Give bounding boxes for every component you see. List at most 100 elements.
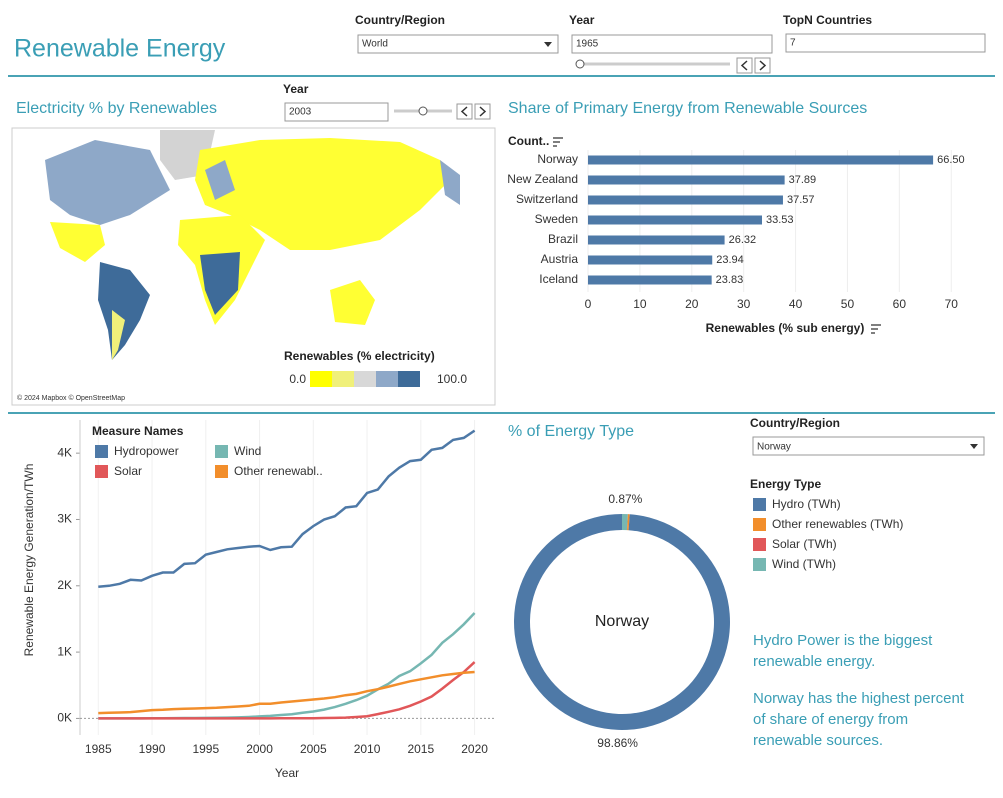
prev-icon [740, 60, 748, 71]
input-value: 1965 [576, 39, 599, 50]
x-tick-label: 2015 [407, 742, 434, 756]
dropdown-value: Norway [757, 442, 791, 453]
x-axis-label: Year [275, 766, 299, 780]
input-value: 7 [790, 38, 796, 49]
x-tick-label: 2020 [461, 742, 488, 756]
legend-swatch [310, 371, 332, 387]
dropdown-value: World [362, 39, 388, 50]
next-button[interactable] [474, 103, 491, 120]
x-axis-label: Renewables (% sub energy) [706, 321, 865, 335]
prev-icon [460, 106, 468, 117]
dropdown[interactable] [357, 34, 559, 54]
annotation: renewable energy. [753, 653, 875, 670]
category-label: Brazil [548, 232, 578, 246]
legend-swatch [753, 538, 766, 551]
x-tick-label: 1995 [192, 742, 219, 756]
annotation: Hydro Power is the biggest [753, 632, 933, 649]
slice-label: 0.87% [608, 492, 642, 506]
map-credit: © 2024 Mapbox © OpenStreetMap [17, 394, 125, 402]
legend-label: Solar [114, 464, 142, 478]
category-label: Switzerland [516, 192, 578, 206]
x-tick-label: 1985 [85, 742, 112, 756]
line-series [98, 661, 476, 720]
legend-title: Energy Type [750, 477, 821, 491]
sort-icon [871, 324, 881, 334]
year-input[interactable] [284, 102, 389, 122]
value-label: 23.83 [716, 274, 744, 286]
y-tick-label: 3K [57, 512, 72, 526]
bar [588, 175, 785, 185]
legend-label: Solar (TWh) [772, 537, 837, 551]
legend-swatch [753, 558, 766, 571]
next-button[interactable] [754, 57, 771, 74]
value-label: 26.32 [729, 234, 757, 246]
legend-label: Other renewabl.. [234, 464, 323, 478]
bar [588, 195, 783, 205]
value-label: 37.57 [787, 194, 815, 206]
legend-swatch [398, 371, 420, 387]
y-tick-label: 4K [57, 445, 72, 459]
dropdown-arrow [970, 444, 978, 449]
section-title: Electricity % by Renewables [16, 100, 217, 117]
center-label: Norway [595, 613, 649, 630]
donut-slice [627, 514, 630, 531]
legend-label: Hydro (TWh) [772, 497, 841, 511]
slider-knob[interactable] [575, 59, 585, 69]
bar [588, 275, 712, 285]
legend-label: 100.0 [437, 372, 467, 386]
sort-icon [553, 137, 563, 147]
legend-label: Wind [234, 444, 261, 458]
input-value: 2003 [289, 107, 312, 118]
prev-button[interactable] [736, 57, 753, 74]
category-label: Sweden [535, 212, 578, 226]
y-tick-label: 0K [57, 711, 72, 725]
x-tick-label: 2005 [300, 742, 327, 756]
year-input[interactable] [571, 34, 773, 54]
y-tick-label: 2K [57, 578, 72, 592]
annotation: renewable sources. [753, 732, 883, 749]
legend-swatch [354, 371, 376, 387]
filter-label: Country/Region [355, 13, 445, 27]
x-tick-label: 2010 [354, 742, 381, 756]
legend-label: 0.0 [289, 372, 306, 386]
x-tick-label: 30 [737, 297, 751, 311]
line-series [98, 670, 475, 715]
value-label: 23.94 [716, 254, 744, 266]
value-label: 66.50 [937, 154, 965, 166]
slider-knob[interactable] [418, 106, 428, 116]
x-tick-label: 70 [945, 297, 959, 311]
legend-swatch [376, 371, 398, 387]
filter-label: Year [569, 13, 595, 27]
category-label: Iceland [539, 272, 578, 286]
prev-button[interactable] [456, 103, 473, 120]
legend-title: Measure Names [92, 424, 184, 438]
chart-title: % of Energy Type [508, 423, 634, 440]
x-tick-label: 40 [789, 297, 803, 311]
legend-swatch [215, 445, 228, 458]
dashboard-title: Renewable Energy [14, 35, 226, 63]
chart-title: Share of Primary Energy from Renewable S… [508, 100, 867, 117]
bar [588, 215, 762, 225]
dropdown[interactable] [752, 436, 985, 456]
legend-label: Wind (TWh) [772, 557, 836, 571]
category-label: Austria [541, 252, 579, 266]
filter-label: Country/Region [750, 416, 840, 430]
value-label: 33.53 [766, 214, 794, 226]
x-tick-label: 10 [633, 297, 647, 311]
line-series [98, 429, 476, 589]
slice-label: 98.86% [597, 736, 638, 750]
legend-swatch [215, 465, 228, 478]
legend-swatch [753, 518, 766, 531]
category-label: New Zealand [507, 172, 578, 186]
x-tick-label: 0 [585, 297, 592, 311]
topn-input[interactable] [785, 33, 986, 53]
legend-label: Hydropower [114, 444, 179, 458]
column-header: Count.. [508, 134, 549, 148]
legend-label: Other renewables (TWh) [772, 517, 903, 531]
x-tick-label: 20 [685, 297, 699, 311]
x-tick-label: 2000 [246, 742, 273, 756]
bar [588, 235, 725, 245]
legend-swatch [95, 445, 108, 458]
map[interactable] [11, 127, 496, 406]
